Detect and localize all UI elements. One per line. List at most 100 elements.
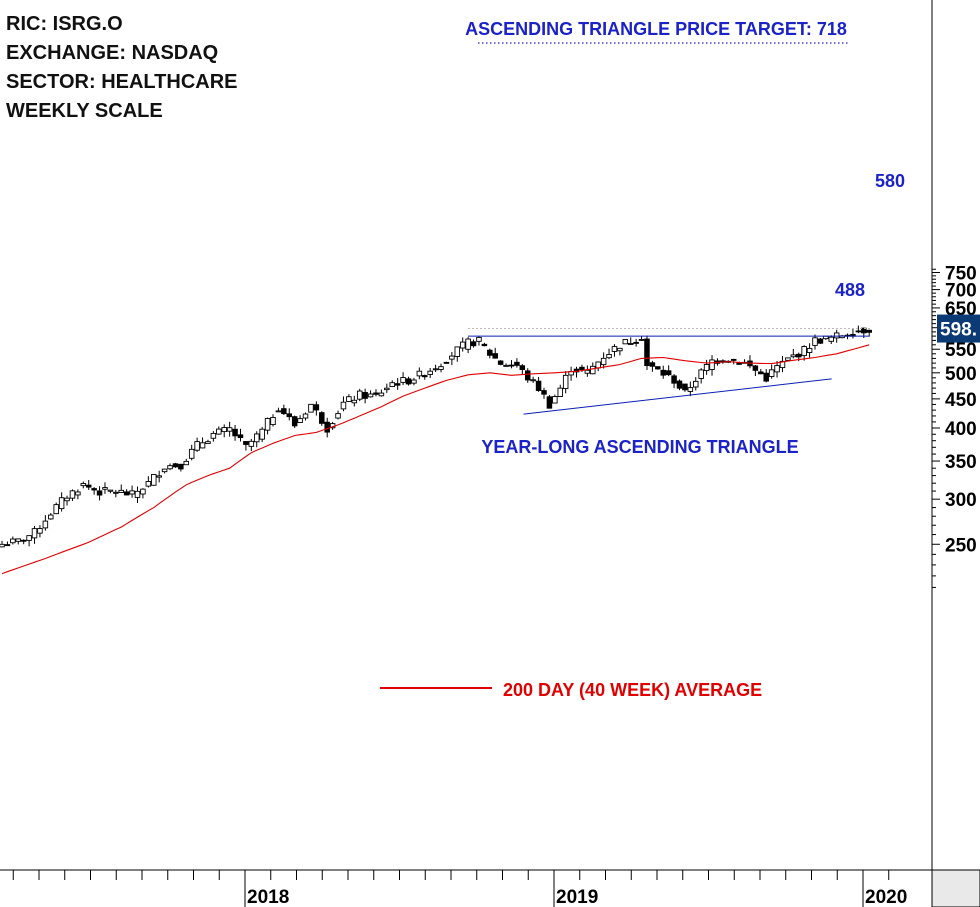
candle xyxy=(373,389,379,397)
candle xyxy=(709,355,715,376)
candle-body xyxy=(660,369,666,376)
candle-body xyxy=(508,364,515,367)
candle-body xyxy=(96,490,103,496)
candle-body xyxy=(633,341,639,344)
candle xyxy=(557,384,564,397)
candle-body xyxy=(42,520,49,529)
candle-body xyxy=(617,347,623,352)
candle-body xyxy=(140,488,146,495)
candle-body xyxy=(676,380,683,389)
candle-body xyxy=(562,374,569,390)
candle-body xyxy=(151,474,157,486)
candle xyxy=(817,337,824,345)
candle xyxy=(107,489,114,494)
candle xyxy=(188,444,195,461)
candle-body xyxy=(828,336,835,342)
support-label: 488 xyxy=(835,280,865,300)
candle-body xyxy=(161,468,168,473)
candle-body xyxy=(64,497,70,502)
candle xyxy=(172,462,179,468)
target-annotation: ASCENDING TRIANGLE PRICE TARGET: 718 xyxy=(465,19,847,39)
candle xyxy=(221,424,227,438)
candle-body xyxy=(465,338,471,350)
candle xyxy=(26,535,32,547)
candle xyxy=(508,360,515,369)
candle xyxy=(519,364,526,375)
support-line xyxy=(523,378,832,415)
moving-average-line xyxy=(1,344,870,575)
candle-body xyxy=(470,341,477,347)
y-tick-label: 300 xyxy=(945,490,977,511)
candle-body xyxy=(58,497,65,510)
candle xyxy=(497,360,504,366)
candle-body xyxy=(519,365,526,370)
candle-body xyxy=(259,428,265,440)
candle-body xyxy=(188,448,195,459)
candle xyxy=(243,441,249,451)
candle-body xyxy=(226,427,233,432)
candle xyxy=(356,388,363,402)
candle-body xyxy=(774,365,780,373)
candle-body xyxy=(75,491,81,496)
candle-body xyxy=(801,346,807,357)
candle xyxy=(232,424,238,441)
candle xyxy=(839,335,845,339)
candle-body xyxy=(763,372,769,382)
overlays-layer: ASCENDING TRIANGLE PRICE TARGET: 718 YEAR… xyxy=(1,19,905,700)
candle-body xyxy=(552,396,558,404)
candle xyxy=(514,358,520,368)
candle xyxy=(611,344,618,357)
candle-body xyxy=(156,475,162,478)
candle-body xyxy=(644,338,650,367)
candle xyxy=(622,339,629,345)
candle xyxy=(481,342,488,347)
candle-body xyxy=(4,544,11,547)
y-tick-label: 450 xyxy=(945,390,977,411)
candle xyxy=(416,367,423,380)
candle-body xyxy=(590,365,596,375)
candle-body xyxy=(53,504,59,515)
candle xyxy=(69,489,76,501)
candle xyxy=(693,377,699,391)
candle-body xyxy=(123,491,130,496)
candle xyxy=(438,363,444,373)
candle xyxy=(535,376,542,392)
candle-body xyxy=(454,346,461,357)
candle xyxy=(476,336,482,346)
ma-legend-label: 200 DAY (40 WEEK) AVERAGE xyxy=(503,680,762,700)
candle xyxy=(823,335,829,340)
candle xyxy=(443,361,450,364)
candle xyxy=(866,329,872,336)
candle-body xyxy=(80,483,87,487)
candle-body xyxy=(768,369,775,377)
candle xyxy=(346,394,352,402)
candle-body xyxy=(10,538,16,544)
candle xyxy=(541,387,547,399)
candle xyxy=(584,365,591,377)
candle xyxy=(291,415,298,428)
candle-body xyxy=(627,343,634,345)
candle-body xyxy=(373,392,379,395)
candle-body xyxy=(264,418,271,431)
candle xyxy=(573,366,580,378)
candle-body xyxy=(687,387,694,392)
candle xyxy=(210,431,217,442)
candle-body xyxy=(172,463,179,468)
candle-body xyxy=(866,329,872,333)
candle xyxy=(20,539,27,545)
x-tick-label: 2020 xyxy=(865,887,907,907)
candle xyxy=(427,367,433,378)
candle xyxy=(4,541,11,547)
candle xyxy=(384,383,390,393)
candle xyxy=(102,482,108,494)
candle xyxy=(400,372,406,386)
candle xyxy=(768,364,775,379)
candle-body xyxy=(270,417,276,426)
candle-body xyxy=(606,353,612,359)
candle-body xyxy=(308,403,314,413)
candle-body xyxy=(253,433,260,443)
candle xyxy=(313,401,320,416)
candle-body xyxy=(232,428,238,437)
candle xyxy=(459,337,466,352)
